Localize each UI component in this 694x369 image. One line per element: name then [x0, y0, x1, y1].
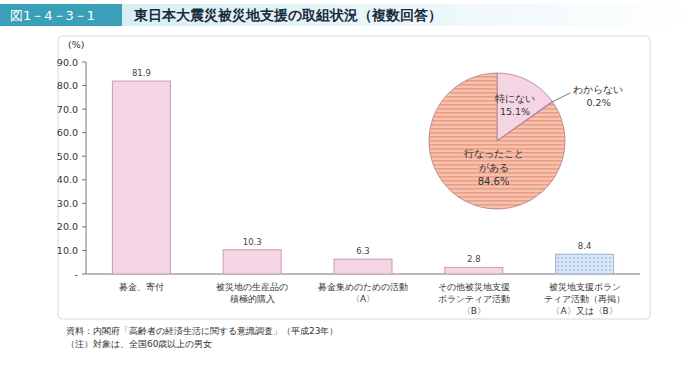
y-tick-label: 70.0 — [57, 104, 78, 115]
text-line: 50.0 — [57, 151, 78, 162]
y-tick — [82, 132, 86, 133]
bar — [556, 254, 614, 274]
bar — [112, 81, 170, 274]
y-tick — [82, 85, 86, 86]
y-tick-label: 80.0 — [57, 80, 78, 91]
header-band — [0, 4, 694, 26]
note: 資料：内閣府「高齢者の経済生活に関する意識調査」（平成23年） — [66, 326, 338, 336]
pie — [429, 73, 565, 209]
text-line: 81.9 — [132, 68, 151, 78]
pie-label: 特にない — [495, 93, 535, 104]
text-line: 図1－4－3－1 — [10, 8, 95, 23]
text-line: わからない — [573, 84, 623, 95]
pie-label: わからない — [573, 84, 623, 95]
text-line: 2.8 — [467, 254, 481, 264]
y-tick-label: 60.0 — [57, 127, 78, 138]
text-line: 0.2% — [587, 97, 611, 108]
figure-number-box — [0, 4, 122, 26]
pie-label: 行なったことがある — [464, 148, 524, 173]
text-line: その他被災地支援 — [438, 282, 510, 292]
data-label: 81.9 — [132, 68, 151, 78]
data-label: 10.3 — [243, 237, 262, 247]
y-tick-label: 10.0 — [57, 245, 78, 256]
text-line: 被災地支援ボラン — [549, 282, 621, 292]
y-tick-label: 20.0 — [57, 221, 78, 232]
text-line: がある — [479, 162, 509, 173]
text-line: 10.0 — [57, 245, 78, 256]
y-tick-label: 30.0 — [57, 198, 78, 209]
y-tick — [82, 62, 86, 63]
x-tick-label: 被災地の生産品の積極的購入 — [216, 282, 288, 304]
x-tick-label: 募金集めのための活動〈A〉 — [318, 282, 408, 304]
pie-value-label: 15.1% — [500, 106, 530, 117]
y-axis-label: (%) — [68, 39, 84, 50]
text-line: （注）対象は、全国60歳以上の男女 — [66, 339, 212, 349]
leader-line — [553, 93, 571, 102]
text-line: ティア活動（再掲） — [544, 294, 625, 304]
bar — [334, 259, 392, 274]
text-line: 20.0 — [57, 221, 78, 232]
data-label: 8.4 — [578, 241, 592, 251]
text-line: 資料：内閣府「高齢者の経済生活に関する意識調査」（平成23年） — [66, 326, 338, 336]
x-tick-label: その他被災地支援ボランティア活動〈B〉 — [438, 282, 510, 316]
y-tick — [82, 274, 86, 275]
pie-slice — [429, 73, 565, 209]
pie-value-label: 84.6% — [478, 176, 510, 187]
text-line: 〈A〉又は〈B〉 — [551, 306, 617, 316]
text-line: 募金、寄付 — [119, 282, 164, 292]
text-line: 60.0 — [57, 127, 78, 138]
chart-frame — [58, 36, 650, 319]
text-line: 10.3 — [243, 237, 262, 247]
text-line: 募金集めのための活動 — [318, 282, 408, 292]
text-line: 70.0 — [57, 104, 78, 115]
y-tick — [82, 226, 86, 227]
y-tick — [82, 203, 86, 204]
x-tick-label: 被災地支援ボランティア活動（再掲） 〈A〉又は〈B〉 — [544, 282, 625, 316]
y-tick-label: 90.0 — [57, 57, 78, 68]
y-tick — [82, 156, 86, 157]
figure: 図1－4－3－1 東日本大震災被災地支援の取組状況（複数回答） (%) - 10.0 20… — [0, 0, 694, 369]
y-axis-line — [86, 62, 87, 274]
text-line: 〈A〉 — [351, 294, 375, 304]
note: （注）対象は、全国60歳以上の男女 — [66, 339, 212, 349]
y-tick-label: 50.0 — [57, 151, 78, 162]
text-line: (%) — [68, 39, 84, 50]
y-tick-label: - — [75, 269, 78, 280]
text-line: 〈B〉 — [462, 306, 486, 316]
text-line: 積極的購入 — [230, 294, 275, 304]
text-line: - — [75, 269, 78, 280]
y-tick — [82, 179, 86, 180]
y-tick-label: 40.0 — [57, 174, 78, 185]
text-line: 東日本大震災被災地支援の取組状況（複数回答） — [133, 7, 442, 23]
y-tick — [82, 109, 86, 110]
text-line: ボランティア活動 — [438, 294, 510, 304]
text-line: 被災地の生産品の — [216, 282, 288, 292]
text-line: 行なったこと — [464, 148, 524, 159]
text-line: 特にない — [495, 93, 535, 104]
pie-value-label: 0.2% — [587, 97, 611, 108]
bar — [445, 267, 503, 274]
bar — [223, 250, 281, 274]
text-line: 6.3 — [356, 246, 370, 256]
text-line: 90.0 — [57, 57, 78, 68]
data-label: 2.8 — [467, 254, 481, 264]
y-tick — [82, 250, 86, 251]
title: 東日本大震災被災地支援の取組状況（複数回答） — [133, 7, 442, 23]
figure-number: 図1－4－3－1 — [10, 8, 95, 23]
text-line: 30.0 — [57, 198, 78, 209]
text-line: 15.1% — [500, 106, 530, 117]
data-label: 6.3 — [356, 246, 370, 256]
text-line: 40.0 — [57, 174, 78, 185]
text-line: 8.4 — [578, 241, 592, 251]
y-axis: - 10.0 20.0 30.0 40.0 50.0 60.0 70.0 80.0 90.0 — [57, 57, 86, 280]
text-line: 80.0 — [57, 80, 78, 91]
x-tick-label: 募金、寄付 — [119, 282, 164, 292]
text-line: 84.6% — [478, 176, 510, 187]
